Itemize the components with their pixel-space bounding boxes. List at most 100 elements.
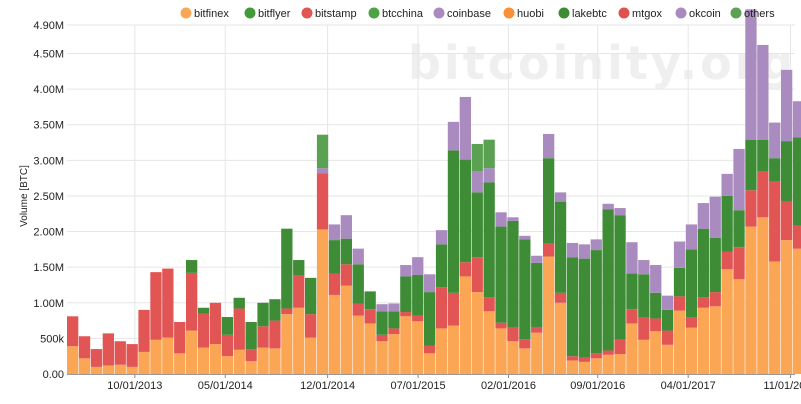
bar-segment-bitfinex [150,339,162,374]
y-tick-label: 4.50M [33,48,64,60]
bar-segment-bitfinex [197,347,210,374]
bar-segment-bitstamp [138,309,150,352]
bar-segment-bitstamp [126,344,138,367]
bar-segment-bitfinex [316,229,329,374]
legend-dot-icon [675,7,687,19]
bar-segment-lakebtc [685,249,698,318]
bar-segment-bitfinex [90,366,103,374]
bar-segment-bitstamp [638,317,650,340]
bar-segment-okcoin [781,69,793,142]
bar-segment-bitfinex [186,330,198,374]
x-tick-label: 11/01/2017 [763,380,801,392]
bar-segment-lakebtc [673,267,686,297]
bar-segment-bitfinex [459,276,471,374]
bar-segment-okcoin [554,192,567,202]
bar-segment-lakebtc [590,250,602,354]
x-tick-label: 10/01/2013 [107,380,162,392]
legend-dot-icon [368,7,380,19]
bar-segment-bitfinex [233,349,245,374]
bar-segment-bitstamp [340,264,352,286]
bar-segment-lakebtc [400,276,412,313]
legend-label: lakebtc [572,8,607,20]
bar-segment-bitfinex [209,344,222,374]
legend-item-bitstamp[interactable]: bitstamp [301,7,357,20]
bar-segment-bitfinex [769,261,781,374]
bar-segment-lakebtc [412,275,424,316]
legend-item-others[interactable]: others [730,7,775,20]
bar-segment-bitfinex [673,310,686,374]
legend-item-lakebtc[interactable]: lakebtc [558,7,607,20]
legend-label: okcoin [689,8,721,20]
bar-segment-bitstamp [424,345,436,354]
bar-segment-bitstamp [186,272,198,331]
x-axis: 10/01/2013 05/01/2014 12/01/2014 07/01/2015… [67,374,801,392]
bar-segment-okcoin [769,122,781,159]
legend-label: bitfinex [194,8,229,20]
bar-segment-bitfinex [269,348,281,374]
bar-segment-okcoin [471,171,483,193]
bar-segment-bitstamp [245,349,257,362]
bar-segment-bitfinex [519,348,531,374]
bar-segment-okcoin [733,148,745,211]
bar-segment-bitstamp [495,322,507,329]
bar-segment-bitstamp [566,356,579,361]
bar-segment-lakebtc [435,244,448,288]
legend-item-okcoin[interactable]: okcoin [675,7,721,20]
bar-segment-lakebtc [340,238,352,265]
legend-item-bitflyer[interactable]: bitflyer [244,7,291,20]
bar-segment-bitstamp [543,243,555,257]
bar-segment-bitfinex [281,314,293,374]
legend-dot-icon [244,7,256,19]
bar-segment-bitfinex [293,307,305,374]
bar-segment-lakebtc [269,299,281,321]
bar-segment-lakebtc [281,228,293,309]
bar-segment-lakebtc [757,139,769,172]
legend-label: bitflyer [258,8,291,20]
bar-segment-okcoin [447,121,460,151]
bar-segment-okcoin [412,257,424,275]
bar-segment-bitfinex [745,226,757,374]
bar-segment-bitfinex [435,328,448,374]
y-tick-label: 2.50M [33,191,64,203]
bar-segment-bitstamp [792,225,801,249]
bar-segment-bitfinex [781,240,793,374]
bar-segment-bitfinex [221,356,233,374]
bar-segment-bitstamp [590,353,602,359]
bar-segment-bitfinex [685,327,698,374]
bar-segment-lakebtc [424,292,436,346]
bar-segment-bitstamp [233,308,245,350]
bar-segment-bitstamp [257,326,269,348]
bar-segment-lakebtc [221,317,233,335]
legend-item-coinbase[interactable]: coinbase [433,7,491,20]
bar-segment-bitfinex [602,354,614,374]
bar-segment-bitfinex [245,361,257,374]
bar-segment-bitstamp [90,349,103,367]
y-axis: 0.00 500k 1.00M 1.50M 2.00M 2.50M 3.00M 3.50M 4.… [33,20,64,381]
bar-segment-okcoin [614,208,626,216]
bar-segment-lakebtc [638,274,650,318]
bar-segment-bitfinex [650,331,662,374]
bar-segment-bitstamp [507,326,519,342]
bar-segment-bitstamp [293,275,305,308]
bar-segment-bitstamp [114,341,126,365]
legend-item-bitfinex[interactable]: bitfinex [180,7,229,20]
bar-segment-lakebtc [233,297,245,309]
bar-segment-bitstamp [614,339,626,355]
legend-dot-icon [730,7,742,19]
bar-segment-lakebtc [721,195,733,252]
legend-item-huobi[interactable]: huobi [503,7,544,20]
legend-item-mtgox[interactable]: mtgox [618,7,662,20]
bar-segment-bitfinex [400,316,412,374]
bar-segment-bitfinex [126,366,138,374]
x-tick-label: 04/01/2017 [661,380,716,392]
bar-segment-bitfinex [67,346,79,374]
bar-segment-bitfinex [102,365,114,374]
bar-segment-bitfinex [566,360,579,374]
y-axis-label: Volume [BTC] [19,165,30,227]
bar-segment-bitfinex [340,285,352,374]
bar-segment-lakebtc [662,309,674,331]
bar-segment-okcoin [507,217,519,221]
bar-segment-bitfinex [447,325,460,374]
legend-item-btcchina[interactable]: btcchina [368,7,424,20]
bar-segment-lakebtc [554,201,567,293]
